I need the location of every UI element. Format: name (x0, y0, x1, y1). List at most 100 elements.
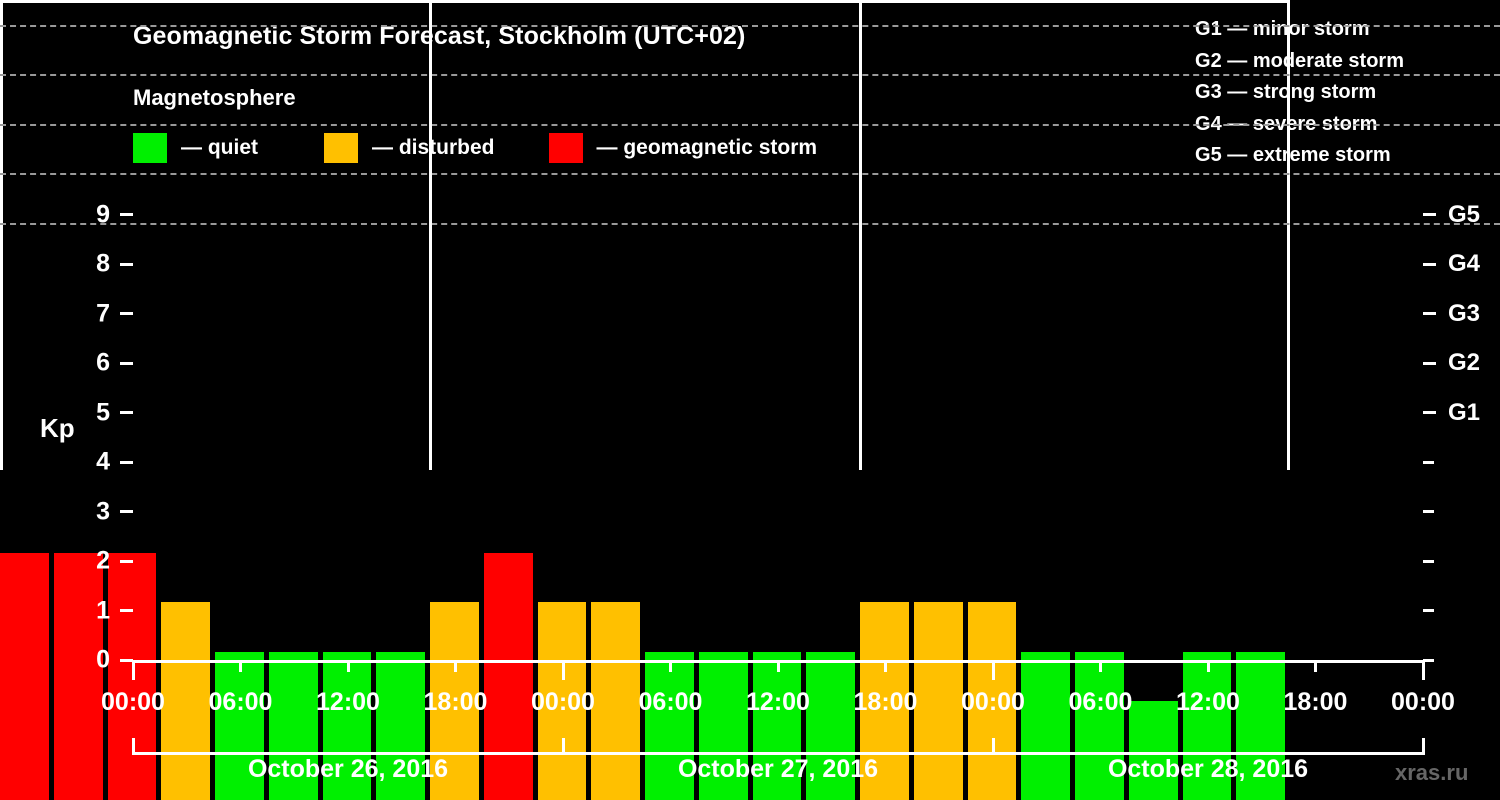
x-tick-label: 06:00 (1068, 688, 1133, 716)
gridline-kp-6 (0, 173, 1500, 176)
x-tick-label: 00:00 (101, 688, 165, 716)
g-tick-mark (1423, 411, 1436, 415)
g-tick-mark (1423, 213, 1436, 217)
y-tick-label: 3 (96, 497, 110, 526)
x-tick-label: 00:00 (531, 688, 595, 716)
magnetosphere-label: Magnetosphere (133, 85, 296, 110)
g-tick-label-g2: G2 (1448, 349, 1481, 377)
x-tick-mark (239, 660, 242, 672)
bar[interactable] (322, 651, 372, 800)
day-separator (858, 0, 862, 470)
x-tick-mark (1314, 660, 1317, 672)
gscale-row-g3: G3 — strong storm (1195, 81, 1377, 103)
x-tick-label: 18:00 (1283, 688, 1348, 716)
bar[interactable] (1128, 701, 1178, 800)
day-bracket (991, 738, 1425, 755)
g-tick-mark (1423, 262, 1436, 266)
g-axis-minor-tick (1423, 609, 1434, 613)
gscale-row-g1: G1 — minor storm (1195, 18, 1370, 40)
bar[interactable] (1021, 651, 1070, 800)
bar[interactable] (268, 651, 318, 800)
x-tick-mark (884, 660, 887, 672)
y-tick-label: 6 (96, 348, 110, 377)
y-tick-mark (120, 510, 133, 514)
gscale-row-g4: G4 — severe storm (1195, 112, 1378, 135)
x-tick-label: 06:00 (638, 688, 703, 716)
g-tick-label-g5: G5 (1448, 200, 1481, 228)
bar[interactable] (53, 552, 103, 800)
legend-label-disturbed: — disturbed (372, 136, 495, 159)
legend-swatch-quiet (133, 133, 167, 163)
y-tick-label: 2 (96, 546, 110, 575)
x-tick-mark (454, 660, 457, 672)
bar[interactable] (537, 602, 587, 800)
y-tick-mark (120, 213, 133, 217)
bar[interactable] (161, 602, 210, 800)
y-tick-mark (120, 559, 133, 563)
gridline-kp-5 (0, 222, 1500, 225)
bar[interactable] (645, 651, 694, 800)
legend-item-storm: — geomagnetic storm (548, 133, 818, 163)
bar[interactable] (483, 552, 533, 800)
bar[interactable] (215, 651, 264, 800)
g-axis-minor-tick (1423, 658, 1434, 662)
legend-label-storm: — geomagnetic storm (596, 136, 818, 159)
bar[interactable] (1182, 651, 1232, 800)
y-tick-mark (120, 658, 133, 662)
x-tick-label: 00:00 (961, 688, 1025, 716)
g-tick-label-g3: G3 (1448, 299, 1481, 327)
bar[interactable] (1236, 651, 1285, 800)
gscale-row-g5: G5 — extreme storm (1195, 144, 1391, 166)
day-bracket (561, 738, 995, 755)
bar[interactable] (430, 602, 479, 800)
y-tick-mark (120, 262, 133, 266)
y-axis-title: Kp (40, 413, 75, 443)
y-tick-label: 8 (96, 249, 110, 278)
g-tick-label-g1: G1 (1448, 398, 1481, 426)
x-tick-mark (991, 660, 995, 680)
x-tick-mark (346, 660, 350, 672)
day-label: October 27, 2016 (677, 755, 879, 783)
gscale-row-g2: G2 — moderate storm (1195, 49, 1404, 72)
x-tick-mark (131, 660, 135, 680)
bar[interactable] (860, 602, 909, 800)
bar[interactable] (752, 651, 802, 800)
day-label: October 28, 2016 (1107, 755, 1309, 783)
day-label: October 26, 2016 (247, 755, 449, 783)
x-tick-label: 06:00 (208, 688, 273, 716)
bar[interactable] (913, 602, 963, 800)
gridline-kp-8 (0, 74, 1500, 77)
y-tick-label: 7 (96, 299, 110, 328)
gridline-kp-9 (0, 24, 1500, 27)
bar[interactable] (967, 602, 1017, 800)
g-axis-minor-tick (1423, 460, 1434, 464)
day-separator (428, 0, 432, 470)
y-tick-mark (120, 411, 133, 415)
y-tick-label: 4 (96, 447, 110, 476)
bar[interactable] (0, 552, 49, 800)
y-tick-label: 5 (96, 398, 110, 427)
bar[interactable] (806, 651, 855, 800)
y-tick-mark (120, 609, 133, 613)
bar[interactable] (376, 651, 425, 800)
g-tick-mark (1423, 361, 1436, 365)
y-tick-label: 0 (96, 645, 110, 674)
bar[interactable] (1075, 651, 1124, 800)
bar[interactable] (698, 651, 748, 800)
legend-item-quiet: — quiet (133, 133, 258, 163)
bar[interactable] (591, 602, 640, 800)
y-tick-label: 9 (96, 200, 110, 229)
watermark: xras.ru (1395, 760, 1469, 785)
x-tick-mark (561, 660, 565, 680)
y-tick-label: 1 (96, 596, 110, 625)
x-tick-label: 18:00 (853, 688, 918, 716)
g-axis-minor-tick (1423, 559, 1434, 563)
legend-swatch-disturbed (324, 133, 358, 163)
legend-label-quiet: — quiet (181, 136, 258, 159)
x-tick-mark (1421, 660, 1425, 680)
legend-item-disturbed: — disturbed (324, 133, 495, 163)
x-tick-label: 12:00 (316, 688, 380, 716)
y-tick-mark (120, 312, 133, 316)
